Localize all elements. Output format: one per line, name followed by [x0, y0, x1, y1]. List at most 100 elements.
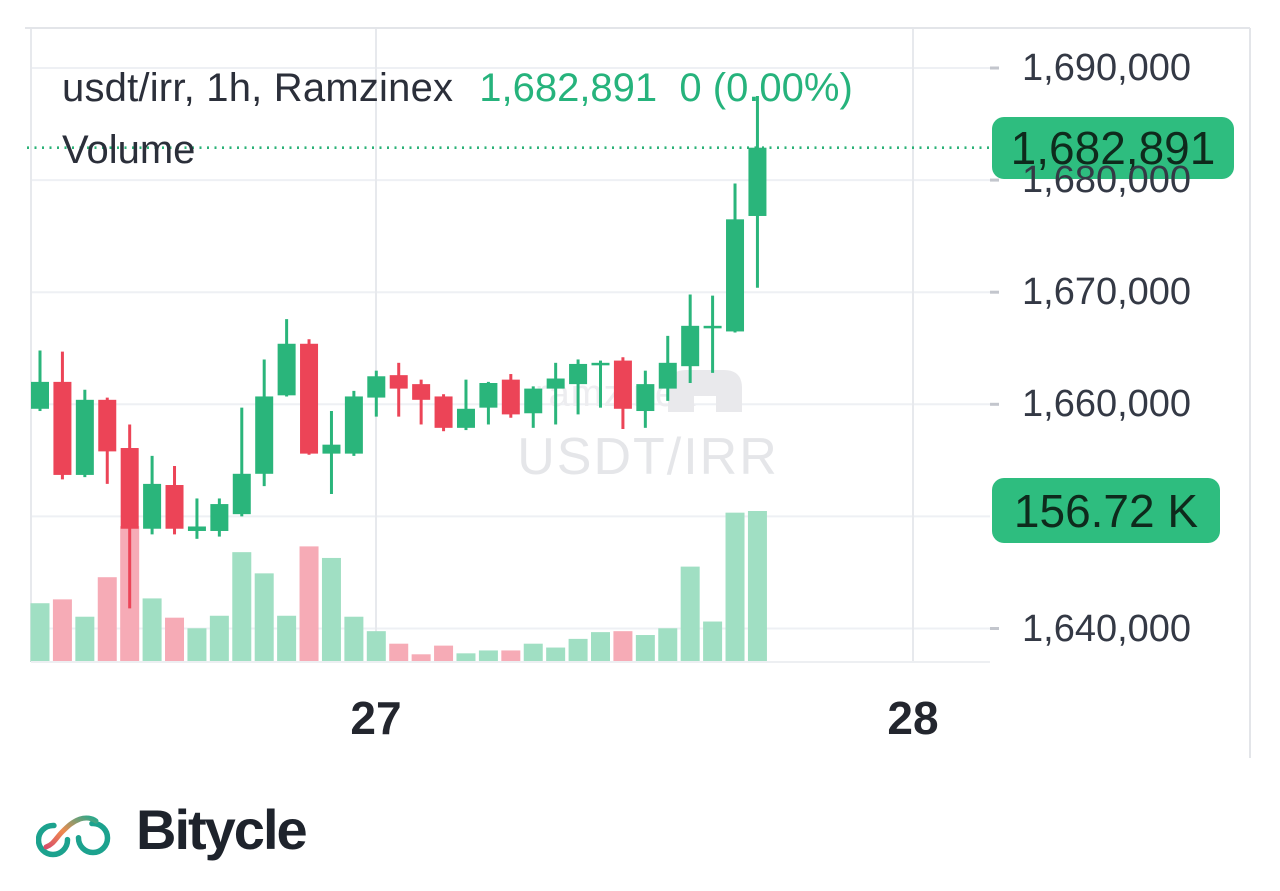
candle — [591, 360, 610, 408]
volume-bar — [658, 628, 678, 662]
candle — [143, 455, 162, 535]
candle-body — [703, 325, 722, 329]
chart-legend: usdt/irr, 1h, Ramzinex 1,682,891 0 (0.00… — [62, 66, 853, 111]
candle-body — [434, 396, 453, 428]
candle-body — [636, 384, 655, 412]
volume-bar — [344, 616, 364, 662]
candle-body — [591, 362, 610, 366]
candle-body — [277, 343, 296, 396]
last-volume-badge: 156.72 K — [992, 478, 1220, 543]
candle-body — [569, 363, 588, 385]
volume-bar — [725, 512, 745, 662]
candle-body — [210, 504, 229, 531]
price-axis-label: 1,680,000 — [1022, 159, 1192, 202]
volume-bar — [142, 598, 162, 662]
candle-body — [412, 384, 431, 400]
volume-bar — [411, 654, 431, 662]
candle — [726, 183, 745, 333]
volume-bar — [75, 616, 95, 662]
candle-body — [613, 360, 632, 409]
candle — [300, 339, 319, 455]
candle-body — [748, 147, 767, 216]
grid-lines — [30, 28, 990, 662]
price-axis-tick — [990, 66, 999, 70]
candle-body — [31, 381, 49, 409]
volume-bar — [478, 650, 498, 662]
candle-body — [255, 396, 274, 474]
candle-series — [31, 96, 767, 609]
price-axis-label: 1,670,000 — [1022, 271, 1192, 314]
candle — [658, 335, 677, 401]
candle — [344, 390, 363, 456]
volume-bar — [613, 631, 633, 662]
watermark-pair-text: USDT/IRR — [517, 428, 779, 486]
last-price-change-text: 1,682,891 0 (0.00%) — [479, 66, 853, 110]
volume-bar — [52, 599, 72, 662]
candle — [479, 381, 498, 425]
volume-bar — [254, 573, 274, 662]
candle — [681, 294, 700, 384]
volume-bar — [434, 645, 454, 662]
price-axis-label: 1,690,000 — [1022, 47, 1192, 89]
volume-bar — [165, 617, 185, 662]
candle — [412, 379, 431, 425]
candle — [703, 295, 722, 373]
candle-body — [143, 483, 162, 529]
price-axis-label: 1,640,000 — [1022, 607, 1192, 650]
volume-bar — [30, 603, 50, 662]
brand-footer: Bitycle — [36, 796, 308, 862]
candle-body — [232, 473, 251, 515]
volume-bar — [232, 552, 252, 662]
candle — [546, 362, 565, 425]
price-axis-tick — [990, 290, 999, 294]
candle — [210, 498, 229, 537]
volume-bar — [456, 653, 476, 662]
candle — [187, 498, 206, 539]
price-axis-tick — [990, 178, 999, 182]
widget-borders — [25, 27, 1251, 758]
candle — [524, 386, 543, 428]
candle-body — [75, 399, 94, 475]
time-axis-label: 28 — [887, 692, 939, 744]
candle — [748, 96, 767, 288]
candle — [165, 465, 184, 535]
candle — [367, 370, 386, 417]
volume-bar — [591, 632, 610, 662]
volume-bar — [568, 638, 588, 662]
volume-bar — [680, 566, 700, 662]
candle — [613, 357, 632, 429]
candle — [255, 359, 274, 487]
volume-bar — [747, 511, 767, 662]
volume-bar — [277, 615, 297, 662]
candle — [434, 394, 453, 432]
candle — [98, 397, 117, 484]
candle-body — [98, 399, 117, 452]
candle-body — [546, 378, 565, 389]
volume-bar — [635, 635, 655, 662]
volume-bar — [299, 546, 319, 662]
volume-bar — [321, 557, 341, 662]
volume-bar — [366, 631, 386, 662]
price-axis-ticks — [990, 66, 999, 630]
candle — [456, 379, 475, 431]
candle-body — [681, 325, 700, 367]
candle-body — [479, 383, 498, 408]
candle — [232, 407, 251, 517]
volume-indicator-label: Volume — [62, 128, 196, 172]
price-axis-tick — [990, 627, 999, 630]
ramzinex-logo-watermark — [668, 370, 742, 412]
brand-name: Bitycle — [136, 797, 308, 861]
candle-body — [658, 362, 677, 389]
symbol-title: usdt/irr, 1h, Ramzinex — [62, 66, 454, 110]
candle — [75, 389, 94, 478]
candle-body — [501, 379, 520, 415]
candle-body — [524, 388, 543, 414]
volume-series — [30, 511, 767, 662]
candle — [501, 374, 520, 418]
candle-body — [389, 375, 408, 389]
volume-bar — [523, 643, 543, 662]
volume-bar — [209, 615, 229, 662]
volume-bar — [703, 621, 723, 662]
